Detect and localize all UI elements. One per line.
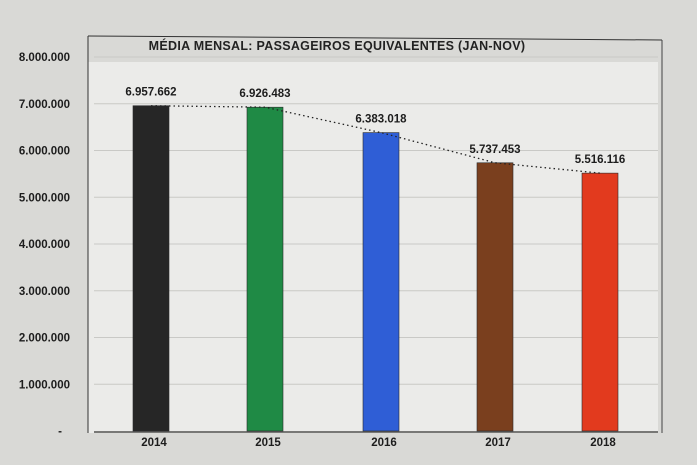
bar — [362, 132, 400, 432]
data-label: 5.737.453 — [469, 144, 520, 156]
x-axis-ticks: 2014 2015 2016 2017 2018 — [141, 437, 616, 449]
top-border-line — [87, 35, 663, 41]
bar — [132, 105, 170, 432]
y-axis-ticks: - 1.000.000 2.000.000 3.000.000 4.000.000 5.0… — [19, 52, 70, 438]
bar — [476, 162, 514, 432]
x-tick-label: 2015 — [255, 437, 281, 449]
y-tick-label: 4.000.000 — [19, 239, 70, 251]
data-labels: 6.957.662 6.926.483 6.383.018 5.737.453 5.51… — [125, 87, 625, 166]
data-label: 6.957.662 — [125, 87, 176, 99]
y-tick-label: 6.000.000 — [19, 146, 70, 158]
bar — [246, 106, 284, 432]
chart-title: MÉDIA MENSAL: PASSAGEIROS EQUIVALENTES (… — [149, 38, 526, 53]
y-tick-label: 8.000.000 — [19, 52, 70, 64]
y-tick-label: 7.000.000 — [19, 99, 70, 111]
bars — [132, 105, 619, 432]
x-tick-label: 2017 — [485, 437, 511, 449]
bar — [581, 172, 619, 432]
y-tick-label: 1.000.000 — [19, 379, 70, 391]
y-tick-label: 5.000.000 — [19, 192, 70, 204]
data-label: 6.383.018 — [355, 114, 407, 126]
y-tick-label: - — [58, 426, 62, 438]
data-label: 6.926.483 — [239, 88, 290, 100]
y-tick-label: 3.000.000 — [19, 286, 70, 298]
x-tick-label: 2018 — [590, 437, 616, 449]
data-label: 5.516.116 — [575, 154, 626, 166]
y-tick-label: 2.000.000 — [19, 333, 70, 345]
x-tick-label: 2014 — [141, 437, 167, 449]
x-tick-label: 2016 — [371, 437, 397, 449]
